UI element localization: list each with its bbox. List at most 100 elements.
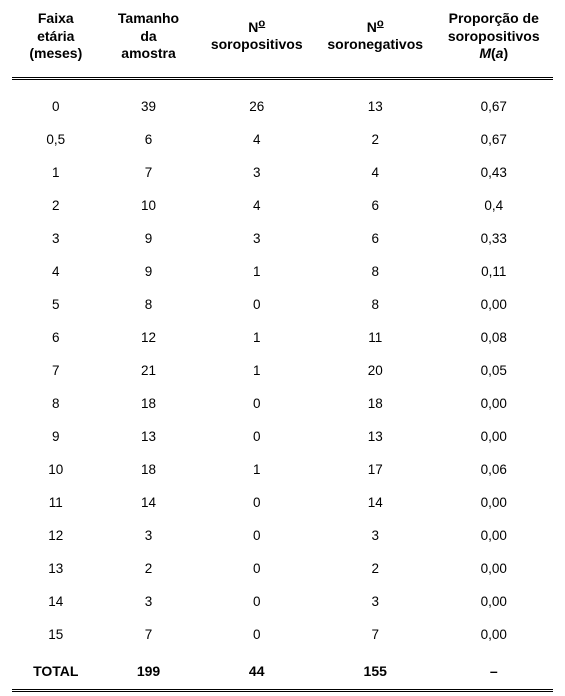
total-label: TOTAL xyxy=(12,651,100,689)
cell-soronegativos: 7 xyxy=(316,618,435,651)
hdr-text: ) xyxy=(503,45,508,61)
cell-faixa: 0,5 xyxy=(12,123,100,156)
cell-soropositivos: 0 xyxy=(197,486,316,519)
cell-faixa: 12 xyxy=(12,519,100,552)
cell-faixa: 6 xyxy=(12,321,100,354)
col-header-proporcao: Proporção de soropositivos M(a) xyxy=(434,0,553,77)
table-row: 123030,00 xyxy=(12,519,553,552)
cell-soronegativos: 20 xyxy=(316,354,435,387)
spacer-row xyxy=(12,80,553,90)
cell-proporcao: 0,00 xyxy=(434,552,553,585)
total-soropositivos: 44 xyxy=(197,651,316,689)
table-row: 157070,00 xyxy=(12,618,553,651)
cell-soropositivos: 0 xyxy=(197,288,316,321)
cell-tamanho: 12 xyxy=(100,321,198,354)
cell-tamanho: 6 xyxy=(100,123,198,156)
cell-tamanho: 8 xyxy=(100,288,198,321)
cell-proporcao: 0,00 xyxy=(434,585,553,618)
cell-proporcao: 0,67 xyxy=(434,90,553,123)
total-proporcao: – xyxy=(434,651,553,689)
col-header-faixa: Faixa etária (meses) xyxy=(12,0,100,77)
col-header-soropositivos: No soropositivos xyxy=(197,0,316,77)
cell-proporcao: 0,00 xyxy=(434,420,553,453)
cell-tamanho: 3 xyxy=(100,519,198,552)
cell-soropositivos: 0 xyxy=(197,519,316,552)
col-header-tamanho: Tamanho da amostra xyxy=(100,0,198,77)
cell-soropositivos: 26 xyxy=(197,90,316,123)
cell-proporcao: 0,67 xyxy=(434,123,553,156)
cell-tamanho: 3 xyxy=(100,585,198,618)
ordinal-sup: o xyxy=(258,17,265,29)
cell-tamanho: 13 xyxy=(100,420,198,453)
cell-proporcao: 0,08 xyxy=(434,321,553,354)
cell-faixa: 8 xyxy=(12,387,100,420)
hdr-text: Proporção de xyxy=(449,10,539,26)
table-body: 03926130,670,56420,6717340,43210460,4393… xyxy=(12,77,553,692)
cell-faixa: 15 xyxy=(12,618,100,651)
cell-soronegativos: 2 xyxy=(316,552,435,585)
cell-faixa: 13 xyxy=(12,552,100,585)
cell-tamanho: 39 xyxy=(100,90,198,123)
cell-faixa: 7 xyxy=(12,354,100,387)
hdr-ital: M xyxy=(479,45,491,61)
table-row: 6121110,08 xyxy=(12,321,553,354)
cell-tamanho: 7 xyxy=(100,156,198,189)
table-row: 10181170,06 xyxy=(12,453,553,486)
table-row: 9130130,00 xyxy=(12,420,553,453)
table-row: 0,56420,67 xyxy=(12,123,553,156)
cell-proporcao: 0,00 xyxy=(434,519,553,552)
cell-soropositivos: 4 xyxy=(197,189,316,222)
table-row: 8180180,00 xyxy=(12,387,553,420)
cell-soronegativos: 6 xyxy=(316,222,435,255)
cell-proporcao: 0,4 xyxy=(434,189,553,222)
cell-soronegativos: 18 xyxy=(316,387,435,420)
cell-soropositivos: 0 xyxy=(197,618,316,651)
cell-soropositivos: 1 xyxy=(197,354,316,387)
hdr-text: N xyxy=(367,19,377,35)
total-tamanho: 199 xyxy=(100,651,198,689)
hdr-text: soropositivos xyxy=(448,28,540,44)
hdr-text: soronegativos xyxy=(327,36,423,52)
cell-soropositivos: 3 xyxy=(197,156,316,189)
cell-faixa: 2 xyxy=(12,189,100,222)
cell-soronegativos: 14 xyxy=(316,486,435,519)
cell-soropositivos: 4 xyxy=(197,123,316,156)
cell-faixa: 11 xyxy=(12,486,100,519)
cell-soronegativos: 6 xyxy=(316,189,435,222)
cell-proporcao: 0,43 xyxy=(434,156,553,189)
cell-faixa: 0 xyxy=(12,90,100,123)
cell-proporcao: 0,00 xyxy=(434,486,553,519)
ordinal-sup: o xyxy=(377,17,384,29)
hdr-text: Tamanho xyxy=(118,10,179,26)
cell-tamanho: 21 xyxy=(100,354,198,387)
cell-soronegativos: 13 xyxy=(316,420,435,453)
cell-soronegativos: 8 xyxy=(316,288,435,321)
cell-faixa: 9 xyxy=(12,420,100,453)
cell-tamanho: 14 xyxy=(100,486,198,519)
hdr-text: soropositivos xyxy=(211,36,303,52)
cell-faixa: 4 xyxy=(12,255,100,288)
table-row: 17340,43 xyxy=(12,156,553,189)
cell-soronegativos: 4 xyxy=(316,156,435,189)
cell-tamanho: 10 xyxy=(100,189,198,222)
table-row: 49180,11 xyxy=(12,255,553,288)
cell-soropositivos: 0 xyxy=(197,420,316,453)
cell-proporcao: 0,00 xyxy=(434,387,553,420)
total-soronegativos: 155 xyxy=(316,651,435,689)
table-row: 11140140,00 xyxy=(12,486,553,519)
cell-soronegativos: 11 xyxy=(316,321,435,354)
cell-soropositivos: 0 xyxy=(197,552,316,585)
cell-proporcao: 0,06 xyxy=(434,453,553,486)
cell-soronegativos: 13 xyxy=(316,90,435,123)
cell-faixa: 1 xyxy=(12,156,100,189)
table-total-row: TOTAL19944155– xyxy=(12,651,553,689)
cell-tamanho: 7 xyxy=(100,618,198,651)
cell-proporcao: 0,11 xyxy=(434,255,553,288)
cell-proporcao: 0,33 xyxy=(434,222,553,255)
cell-soronegativos: 8 xyxy=(316,255,435,288)
cell-tamanho: 18 xyxy=(100,387,198,420)
cell-soronegativos: 2 xyxy=(316,123,435,156)
table-container: Faixa etária (meses) Tamanho da amostra … xyxy=(0,0,565,692)
cell-tamanho: 2 xyxy=(100,552,198,585)
sero-table: Faixa etária (meses) Tamanho da amostra … xyxy=(12,0,553,692)
